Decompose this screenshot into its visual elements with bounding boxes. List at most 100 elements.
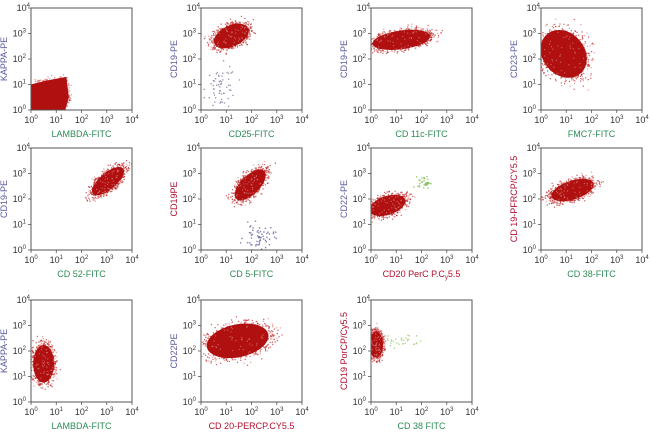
event-point [239, 183, 241, 185]
event-point [40, 342, 42, 344]
y-tick-label: 100 [353, 245, 367, 255]
event-point [249, 355, 251, 358]
event-point [378, 338, 381, 341]
event-point [201, 355, 203, 358]
event-point [567, 184, 569, 186]
event-point [560, 84, 563, 87]
event-point [254, 32, 257, 35]
event-point [223, 41, 225, 43]
event-point [367, 333, 368, 334]
event-point [242, 174, 244, 177]
event-point [378, 336, 380, 338]
event-point [104, 178, 106, 180]
event-point [33, 378, 35, 380]
event-point [413, 31, 415, 33]
event-point [230, 319, 233, 321]
event-point [426, 28, 428, 30]
x-tick-label: 104 [465, 407, 479, 417]
event-point [219, 79, 222, 82]
y-tick-label: 101 [13, 80, 27, 90]
event-point [36, 335, 39, 338]
event-point [27, 362, 28, 363]
event-point [559, 23, 561, 25]
event-point [557, 72, 559, 74]
event-point [261, 324, 264, 326]
event-point [376, 347, 378, 349]
event-point [48, 363, 50, 365]
event-point [241, 44, 243, 46]
event-point [34, 79, 36, 81]
event-point [219, 28, 221, 30]
event-point [377, 51, 379, 53]
event-point [231, 327, 233, 330]
event-point [231, 35, 233, 37]
event-point [93, 199, 95, 201]
event-point [390, 200, 392, 202]
event-point [54, 355, 56, 357]
plot-data [31, 74, 73, 110]
event-point [392, 192, 394, 195]
event-point [273, 335, 275, 337]
event-point [366, 207, 367, 208]
event-point [223, 92, 225, 95]
event-point [241, 198, 244, 200]
y-axis-title: KAPPA-PE [0, 37, 9, 81]
event-point [119, 164, 121, 167]
event-point [372, 344, 374, 346]
event-point [559, 77, 562, 79]
x-tick-label: 102 [245, 255, 259, 265]
event-point [575, 181, 578, 183]
event-point [224, 23, 227, 25]
event-point [366, 41, 367, 42]
event-point [85, 198, 88, 201]
event-point [231, 350, 234, 352]
event-point [544, 197, 547, 199]
y-tick-label: 100 [353, 397, 367, 407]
event-point [367, 37, 368, 38]
event-point [384, 344, 386, 347]
event-point [252, 229, 254, 232]
event-point [368, 204, 369, 205]
event-point [238, 21, 240, 23]
event-point [251, 168, 253, 171]
event-point [380, 50, 382, 52]
event-point [368, 206, 369, 207]
event-point [558, 204, 561, 207]
event-point [384, 343, 386, 345]
event-point [554, 201, 556, 203]
y-axis-title: CD19PE [169, 181, 179, 216]
event-point [419, 340, 422, 342]
event-point [88, 190, 90, 192]
event-point [229, 18, 232, 21]
event-point [203, 334, 205, 336]
event-point [235, 32, 237, 34]
event-point [579, 186, 581, 189]
event-point [368, 349, 369, 350]
event-point [272, 326, 274, 328]
event-point [212, 33, 215, 35]
event-point [214, 101, 216, 103]
event-point [207, 337, 210, 339]
event-point [47, 373, 49, 375]
x-tick-label: 102 [415, 115, 429, 125]
event-point [541, 196, 544, 198]
event-point [556, 190, 558, 193]
x-tick-label: 102 [585, 255, 599, 265]
event-point [31, 363, 34, 366]
event-point [383, 195, 385, 197]
event-point [577, 76, 579, 79]
event-point [381, 354, 383, 357]
event-point [237, 183, 239, 185]
event-point [99, 190, 101, 192]
x-tick-label: 104 [635, 115, 649, 125]
event-point [212, 332, 215, 334]
event-point [423, 28, 425, 30]
event-point [257, 353, 259, 355]
event-point [246, 340, 248, 342]
event-point [381, 49, 384, 52]
event-point [573, 82, 576, 85]
event-point [590, 186, 593, 188]
event-point [270, 172, 272, 174]
x-tick-label: 101 [560, 255, 574, 265]
